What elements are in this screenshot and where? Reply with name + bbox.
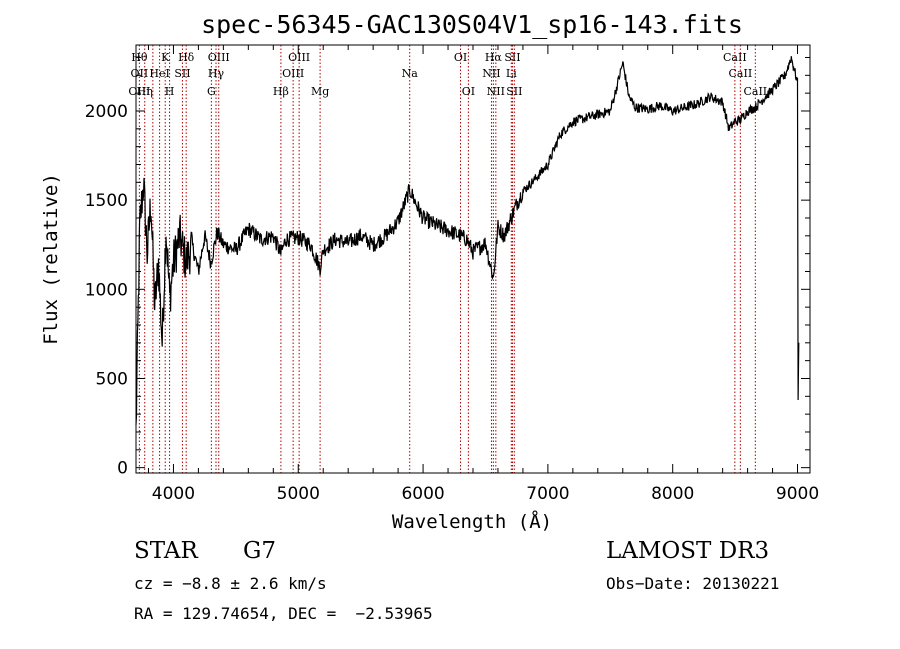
- line-label: OIII: [208, 51, 230, 64]
- line-label: Hβ: [273, 85, 289, 98]
- x-tick-label: 8000: [651, 484, 694, 504]
- chart-title: spec-56345-GAC130S04V1_sp16-143.fits: [201, 10, 743, 39]
- x-tick-label: 4000: [152, 484, 195, 504]
- y-tick-label: 2000: [85, 102, 128, 122]
- x-tick-label: 7000: [526, 484, 569, 504]
- line-label: Hδ: [178, 51, 195, 64]
- line-label: NII: [482, 67, 500, 80]
- object-subclass: G7: [243, 538, 277, 564]
- line-label: H: [165, 85, 175, 98]
- line-label: OIII: [288, 51, 310, 64]
- redshift-cz: cz = −8.8 ± 2.6 km/s: [134, 574, 327, 593]
- spectrum-line: [135, 56, 800, 425]
- y-tick-label: 1500: [85, 191, 128, 211]
- emission-line-markers: [138, 45, 756, 473]
- line-label: OIII: [282, 67, 304, 80]
- line-label: K: [161, 51, 170, 64]
- y-tick-label: 500: [96, 369, 128, 389]
- line-label: HeI: [149, 67, 169, 80]
- coordinates: RA = 129.74654, DEC = −2.53965: [134, 604, 433, 623]
- axis-ticks: 4000 5000 6000 7000 8000 9000 0 500 1000 1500 2000: [85, 45, 819, 504]
- object-type: STAR: [134, 538, 198, 564]
- line-label: SII: [174, 67, 190, 80]
- line-label: Hα: [485, 51, 503, 64]
- x-tick-label: 5000: [277, 484, 320, 504]
- line-label: CaII: [743, 85, 767, 98]
- line-label: OIII: [128, 85, 150, 98]
- line-label: Li: [506, 67, 517, 80]
- y-tick-label: 1000: [85, 280, 128, 300]
- line-label: OII: [131, 67, 149, 80]
- line-label: SII: [506, 85, 522, 98]
- line-label: Na: [402, 67, 419, 80]
- x-tick-label: 9000: [776, 484, 819, 504]
- x-axis-label: Wavelength (Å): [392, 510, 552, 533]
- emission-line-labels: HθOIIOIIIHηHeIKHSIIHδGHγOIIIHβOIIIOIIIMg…: [128, 51, 767, 98]
- line-label: CaII: [729, 67, 753, 80]
- line-label: Hγ: [208, 67, 225, 80]
- line-label: Hη: [137, 85, 153, 98]
- line-label: NII: [487, 85, 505, 98]
- survey-name: LAMOST DR3: [606, 538, 770, 564]
- line-label: CaII: [723, 51, 747, 64]
- line-label: OI: [454, 51, 467, 64]
- x-tick-label: 6000: [401, 484, 444, 504]
- line-label: Mg: [311, 85, 329, 98]
- line-label: OI: [462, 85, 475, 98]
- observation-date: Obs−Date: 20130221: [606, 574, 780, 593]
- y-axis-label: Flux (relative): [40, 173, 62, 345]
- y-tick-label: 0: [117, 459, 128, 479]
- line-label: SII: [504, 51, 520, 64]
- line-label: G: [207, 85, 216, 98]
